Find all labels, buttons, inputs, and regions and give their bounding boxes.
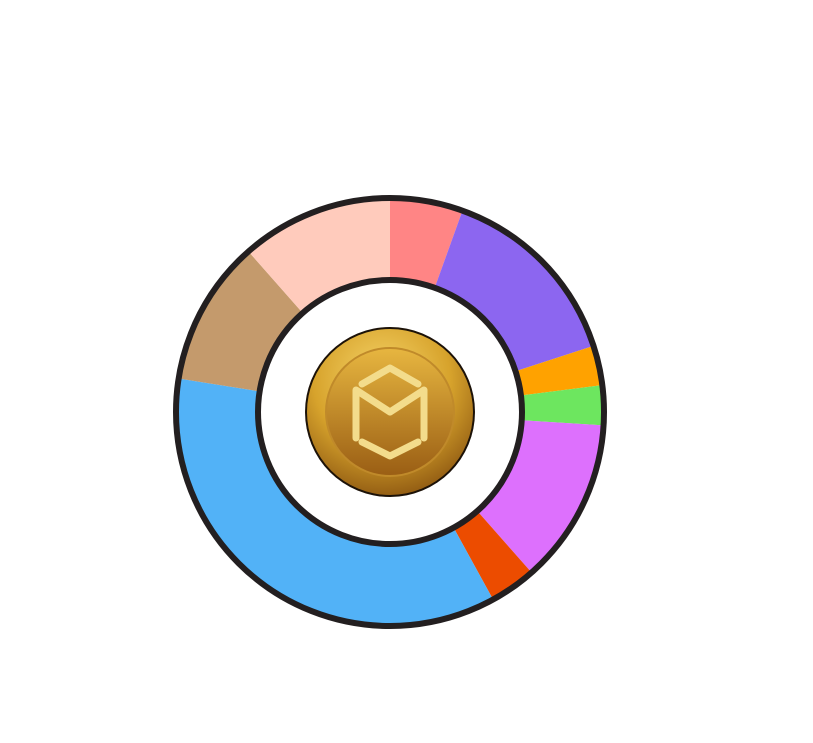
gold-coin-logo-icon [305,327,475,497]
